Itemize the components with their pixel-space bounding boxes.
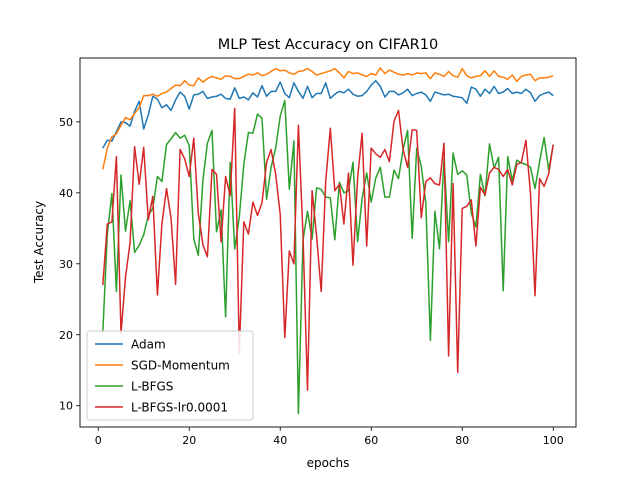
series-line-2	[102, 67, 554, 170]
legend-frame	[86, 330, 254, 421]
series-line-3	[102, 99, 554, 415]
chart-title: MLP Test Accuracy on CIFAR10	[218, 37, 438, 53]
y-tick-label: 20	[59, 329, 73, 342]
x-tick-label: 40	[273, 434, 287, 447]
y-tick-label: 50	[59, 116, 73, 129]
plot-frame	[79, 57, 577, 428]
x-tick-label: 80	[455, 434, 469, 447]
legend-label: Adam	[131, 338, 166, 352]
y-axis-ticks: 10 20 30 40 50	[59, 116, 80, 413]
legend-label: L-BFGS-lr0.0001	[131, 401, 228, 415]
x-axis-ticks: 0 20 40 60 80 100	[95, 427, 564, 447]
series-line-4	[102, 107, 554, 391]
y-tick-label: 10	[59, 400, 73, 413]
series-line-1	[102, 79, 554, 149]
legend-label: SGD-Momentum	[131, 359, 230, 373]
legend-label: L-BFGS	[131, 380, 173, 394]
x-tick-label: 0	[95, 434, 102, 447]
y-axis-label: Test Accuracy	[32, 201, 46, 284]
legend: Adam SGD-Momentum L-BFGS L-BFGS-lr0.0001	[86, 330, 254, 421]
y-tick-label: 30	[59, 258, 73, 271]
x-axis-label: epochs	[307, 456, 350, 470]
y-tick-label: 40	[59, 187, 73, 200]
x-tick-label: 60	[364, 434, 378, 447]
x-tick-label: 100	[543, 434, 564, 447]
x-tick-label: 20	[182, 434, 196, 447]
series-layer	[102, 67, 554, 415]
